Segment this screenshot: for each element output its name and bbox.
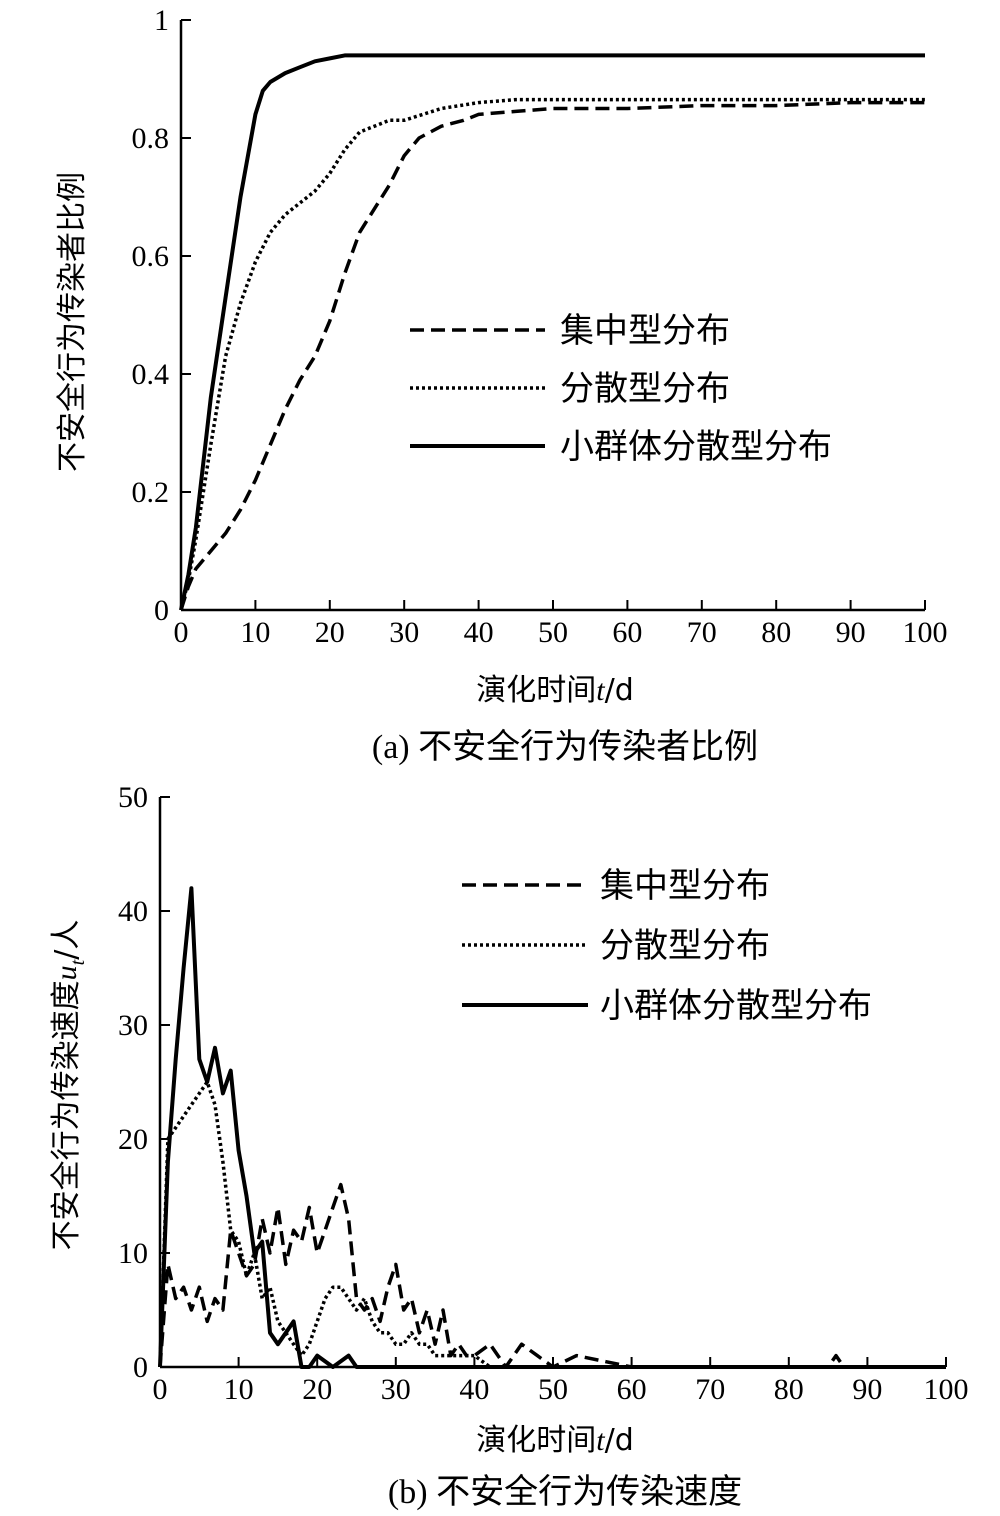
chart-b-legend-label: 集中型分布 — [600, 866, 770, 906]
chart-b-y-tick-label: 30 — [118, 1009, 148, 1042]
chart-a-y-axis-label: 不安全行为传染者比例 — [55, 172, 90, 472]
chart-a-x-tick-label: 0 — [174, 616, 189, 649]
chart-b-x-tick-label: 10 — [224, 1373, 254, 1406]
chart-a-series-solid-line — [179, 53, 925, 611]
chart-a-y-tick-label: 0 — [154, 594, 169, 627]
chart-a-y-tick-label: 0.8 — [132, 122, 170, 155]
chart-b-x-axis-label: 演化时间t/d — [476, 1423, 634, 1458]
chart-a-x-tick-label: 80 — [761, 616, 791, 649]
chart-a-legend-label: 小群体分散型分布 — [560, 427, 832, 467]
chart-b-caption: (b) 不安全行为传染速度 — [388, 1473, 742, 1511]
chart-b-axes: 0 10 20 30 40 50 60 70 80 90 100 0 10 20 30 40 50 — [118, 781, 969, 1406]
chart-b-x-tick-label: 20 — [302, 1373, 332, 1406]
chart-a-y-tick-label: 0.6 — [132, 240, 170, 273]
chart-a-y-tick-label: 0.4 — [132, 358, 170, 391]
chart-a-x-tick-label: 100 — [903, 616, 948, 649]
chart-b-x-tick-label: 80 — [774, 1373, 804, 1406]
chart-a-infected-proportion: 0 10 20 30 40 50 60 70 80 90 100 0 0.2 0.4 0.6 0.8 1 集中型… — [55, 4, 948, 766]
chart-a-legend-label: 分散型分布 — [560, 369, 730, 409]
chart-b-series-dotted-line — [158, 1080, 946, 1369]
chart-b-x-tick-label: 40 — [459, 1373, 489, 1406]
chart-a-x-tick-label: 30 — [389, 616, 419, 649]
chart-b-y-tick-label: 10 — [118, 1237, 148, 1270]
chart-a-axes: 0 10 20 30 40 50 60 70 80 90 100 0 0.2 0.4 0.6 0.8 1 — [132, 4, 948, 649]
chart-b-legend-label: 分散型分布 — [600, 926, 770, 966]
chart-b-y-tick-label: 20 — [118, 1123, 148, 1156]
chart-a-series-dashed-line — [179, 100, 925, 611]
chart-b-y-tick-label: 50 — [118, 781, 148, 814]
chart-a-x-tick-label: 60 — [612, 616, 642, 649]
chart-b-x-tick-label: 50 — [538, 1373, 568, 1406]
chart-b-x-tick-label: 0 — [153, 1373, 168, 1406]
chart-b-legend-label: 小群体分散型分布 — [600, 986, 872, 1026]
chart-b-x-tick-label: 30 — [381, 1373, 411, 1406]
chart-b-series-dashed-line — [158, 1182, 946, 1369]
chart-b-x-tick-label: 70 — [695, 1373, 725, 1406]
chart-a-series — [179, 53, 925, 611]
chart-b-y-tick-label: 40 — [118, 895, 148, 928]
chart-b-y-axis-label: 不安全行为传染速度ut/人 — [49, 920, 89, 1251]
chart-a-y-tick-label: 1 — [154, 4, 169, 37]
chart-b-x-tick-label: 100 — [924, 1373, 969, 1406]
chart-b-series-solid-line — [158, 886, 946, 1369]
chart-b-x-tick-label: 60 — [617, 1373, 647, 1406]
chart-a-x-tick-label: 90 — [836, 616, 866, 649]
chart-a-x-axis-label: 演化时间t/d — [476, 673, 634, 708]
chart-a-x-tick-label: 40 — [464, 616, 494, 649]
chart-a-x-tick-label: 50 — [538, 616, 568, 649]
chart-b-x-tick-label: 90 — [852, 1373, 882, 1406]
chart-a-caption: (a) 不安全行为传染者比例 — [372, 728, 758, 766]
chart-b-infection-speed: 0 10 20 30 40 50 60 70 80 90 100 0 10 20 30 40 50 集中型分布分… — [49, 781, 969, 1511]
chart-b-y-tick-label: 0 — [133, 1351, 148, 1384]
chart-a-x-tick-label: 10 — [240, 616, 270, 649]
chart-a-x-tick-label: 20 — [315, 616, 345, 649]
chart-a-x-tick-label: 70 — [687, 616, 717, 649]
chart-a-legend-label: 集中型分布 — [560, 311, 730, 351]
chart-a-series-dotted-line — [179, 97, 925, 611]
chart-b-series — [158, 886, 946, 1369]
chart-a-y-tick-label: 0.2 — [132, 476, 170, 509]
